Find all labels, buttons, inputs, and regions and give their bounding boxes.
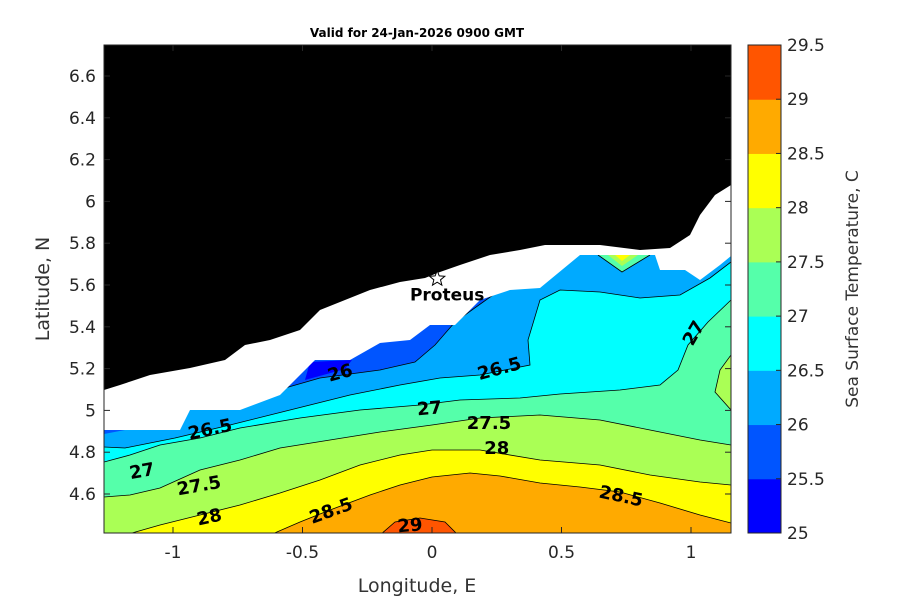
contour-line [104, 299, 731, 463]
colorbar-label: Sea Surface Temperature, C [843, 170, 863, 408]
chart-title: Valid for 24-Jan-2026 0900 GMT [310, 26, 525, 40]
colorbar-band [748, 207, 781, 263]
colorbar-band [748, 99, 781, 154]
contour-label: 27 [128, 459, 156, 484]
y-tick-label: 5.4 [69, 318, 96, 338]
contour-line [714, 354, 731, 411]
colorbar-tick-label: 26.5 [787, 361, 825, 381]
y-tick-label: 6.4 [69, 109, 96, 129]
colorbar-tick-label: 28 [787, 199, 809, 219]
colorbar-tick-label: 25.5 [787, 470, 825, 490]
colorbar-band [748, 424, 781, 480]
x-tick-label: 1 [686, 543, 697, 563]
colorbar-tick-label: 25 [787, 524, 809, 544]
colorbar-band [748, 316, 781, 371]
x-axis-label: Longitude, E [358, 575, 477, 597]
y-tick-label: 6 [85, 192, 96, 212]
contour-label: 28 [195, 505, 224, 531]
y-tick-label: 5 [85, 401, 96, 421]
station-star-icon [428, 269, 447, 287]
plot-frame [103, 44, 732, 534]
x-tick-label: -0.5 [286, 543, 319, 563]
y-tick-label: 5.6 [69, 276, 96, 296]
contour-label: 27.5 [467, 413, 511, 434]
contour-line [104, 261, 731, 449]
station-label: Proteus [410, 286, 484, 306]
y-tick-label: 6.6 [69, 67, 96, 87]
colorbar-tick-label: 26 [787, 416, 809, 436]
band-28-east-spike [615, 255, 630, 261]
contour-line [273, 472, 731, 533]
contour-label: 29 [397, 514, 424, 537]
y-axis-label: Latitude, N [32, 237, 54, 342]
contour-label: 27 [416, 397, 443, 420]
colorbar-tick-label: 29 [787, 90, 809, 110]
colorbar-tick-label: 29.5 [787, 36, 825, 56]
colorbar-band [748, 45, 781, 100]
band-29-29.5 [382, 518, 456, 533]
colorbar-tick-label: 27 [787, 307, 809, 327]
colorbar-band [748, 261, 781, 317]
colorbar-frame [747, 44, 782, 534]
contour-line [381, 517, 457, 533]
y-tick-label: 4.6 [69, 485, 96, 505]
colorbar: 25 25.5 26 26.5 27 27.5 28 28.5 29 29.5 [747, 36, 825, 544]
colorbar-tick-label: 27.5 [787, 253, 825, 273]
contour-label: 28 [484, 438, 509, 459]
band-27.5-east-spike [608, 255, 638, 266]
x-tick-label: -1 [165, 543, 182, 563]
y-tick-label: 5.2 [69, 360, 96, 380]
y-tick-label: 5.8 [69, 234, 96, 254]
colorbar-band [748, 478, 781, 534]
y-tick-label: 4.8 [69, 443, 96, 463]
x-tick-label: 0 [427, 543, 438, 563]
band-25-25.5 [305, 360, 352, 380]
land-mass [104, 45, 731, 390]
y-tick-label: 6.2 [69, 151, 96, 171]
colorbar-tick-label: 28.5 [787, 144, 825, 164]
contour-line [130, 449, 731, 533]
colorbar-band [748, 153, 781, 209]
contour-line [597, 254, 651, 273]
x-tick-label: 0.5 [548, 543, 575, 563]
axes: -1 -0.5 0 0.5 1 4.6 4.8 5 5.2 5.4 5.6 5.8 6 6.2 6.4 6.6 [69, 44, 732, 563]
contour-line [104, 414, 731, 498]
colorbar-band [748, 370, 781, 426]
